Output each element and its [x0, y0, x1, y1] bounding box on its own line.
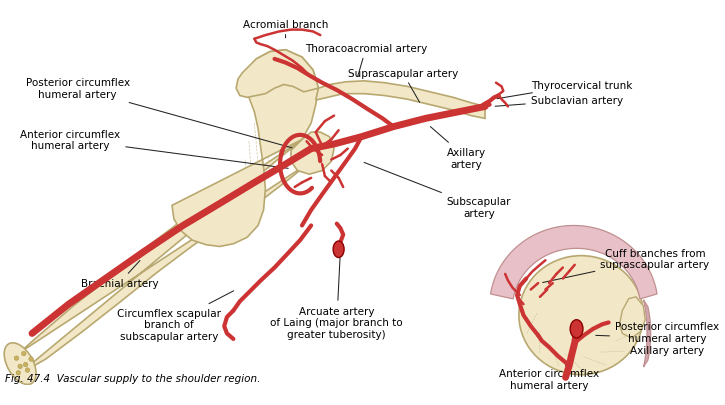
Ellipse shape — [4, 343, 36, 384]
Text: Arcuate artery
of Laing (major branch to
greater tuberosity): Arcuate artery of Laing (major branch to… — [270, 252, 403, 339]
Polygon shape — [236, 51, 318, 98]
Polygon shape — [172, 51, 318, 247]
Text: Thyrocervical trunk: Thyrocervical trunk — [497, 80, 632, 100]
Ellipse shape — [22, 352, 26, 356]
Text: Posterior circumflex
humeral artery
Axillary artery: Posterior circumflex humeral artery Axil… — [596, 322, 719, 355]
Ellipse shape — [25, 368, 30, 373]
Polygon shape — [644, 300, 650, 367]
Text: Anterior circumflex
humeral artery: Anterior circumflex humeral artery — [20, 129, 289, 169]
Text: Fig. 47.4  Vascular supply to the shoulder region.: Fig. 47.4 Vascular supply to the shoulde… — [4, 373, 260, 383]
Polygon shape — [291, 133, 334, 175]
Text: Posterior circumflex
humeral artery: Posterior circumflex humeral artery — [25, 78, 292, 149]
Ellipse shape — [23, 362, 28, 367]
Ellipse shape — [16, 371, 20, 375]
Ellipse shape — [333, 241, 344, 258]
Polygon shape — [491, 226, 657, 299]
Text: Circumflex scapular
branch of
subscapular artery: Circumflex scapular branch of subscapula… — [117, 291, 233, 341]
Text: Acromial branch: Acromial branch — [243, 20, 328, 39]
Ellipse shape — [570, 320, 583, 338]
Text: Thoracoacromial artery: Thoracoacromial artery — [305, 44, 427, 77]
Polygon shape — [18, 140, 311, 375]
Text: Subscapular
artery: Subscapular artery — [364, 163, 511, 218]
Text: Suprascapular artery: Suprascapular artery — [347, 68, 457, 103]
Text: Subclavian artery: Subclavian artery — [495, 96, 623, 107]
Ellipse shape — [18, 364, 22, 369]
Text: Brachial artery: Brachial artery — [80, 261, 158, 288]
Ellipse shape — [14, 356, 19, 360]
Text: Cuff branches from
suprascapular artery: Cuff branches from suprascapular artery — [543, 248, 710, 283]
Polygon shape — [620, 297, 645, 338]
Text: Axillary
artery: Axillary artery — [431, 127, 486, 169]
Text: Anterior circumflex
humeral artery: Anterior circumflex humeral artery — [499, 366, 599, 390]
Ellipse shape — [519, 256, 643, 375]
Ellipse shape — [29, 357, 33, 361]
Polygon shape — [315, 82, 485, 119]
